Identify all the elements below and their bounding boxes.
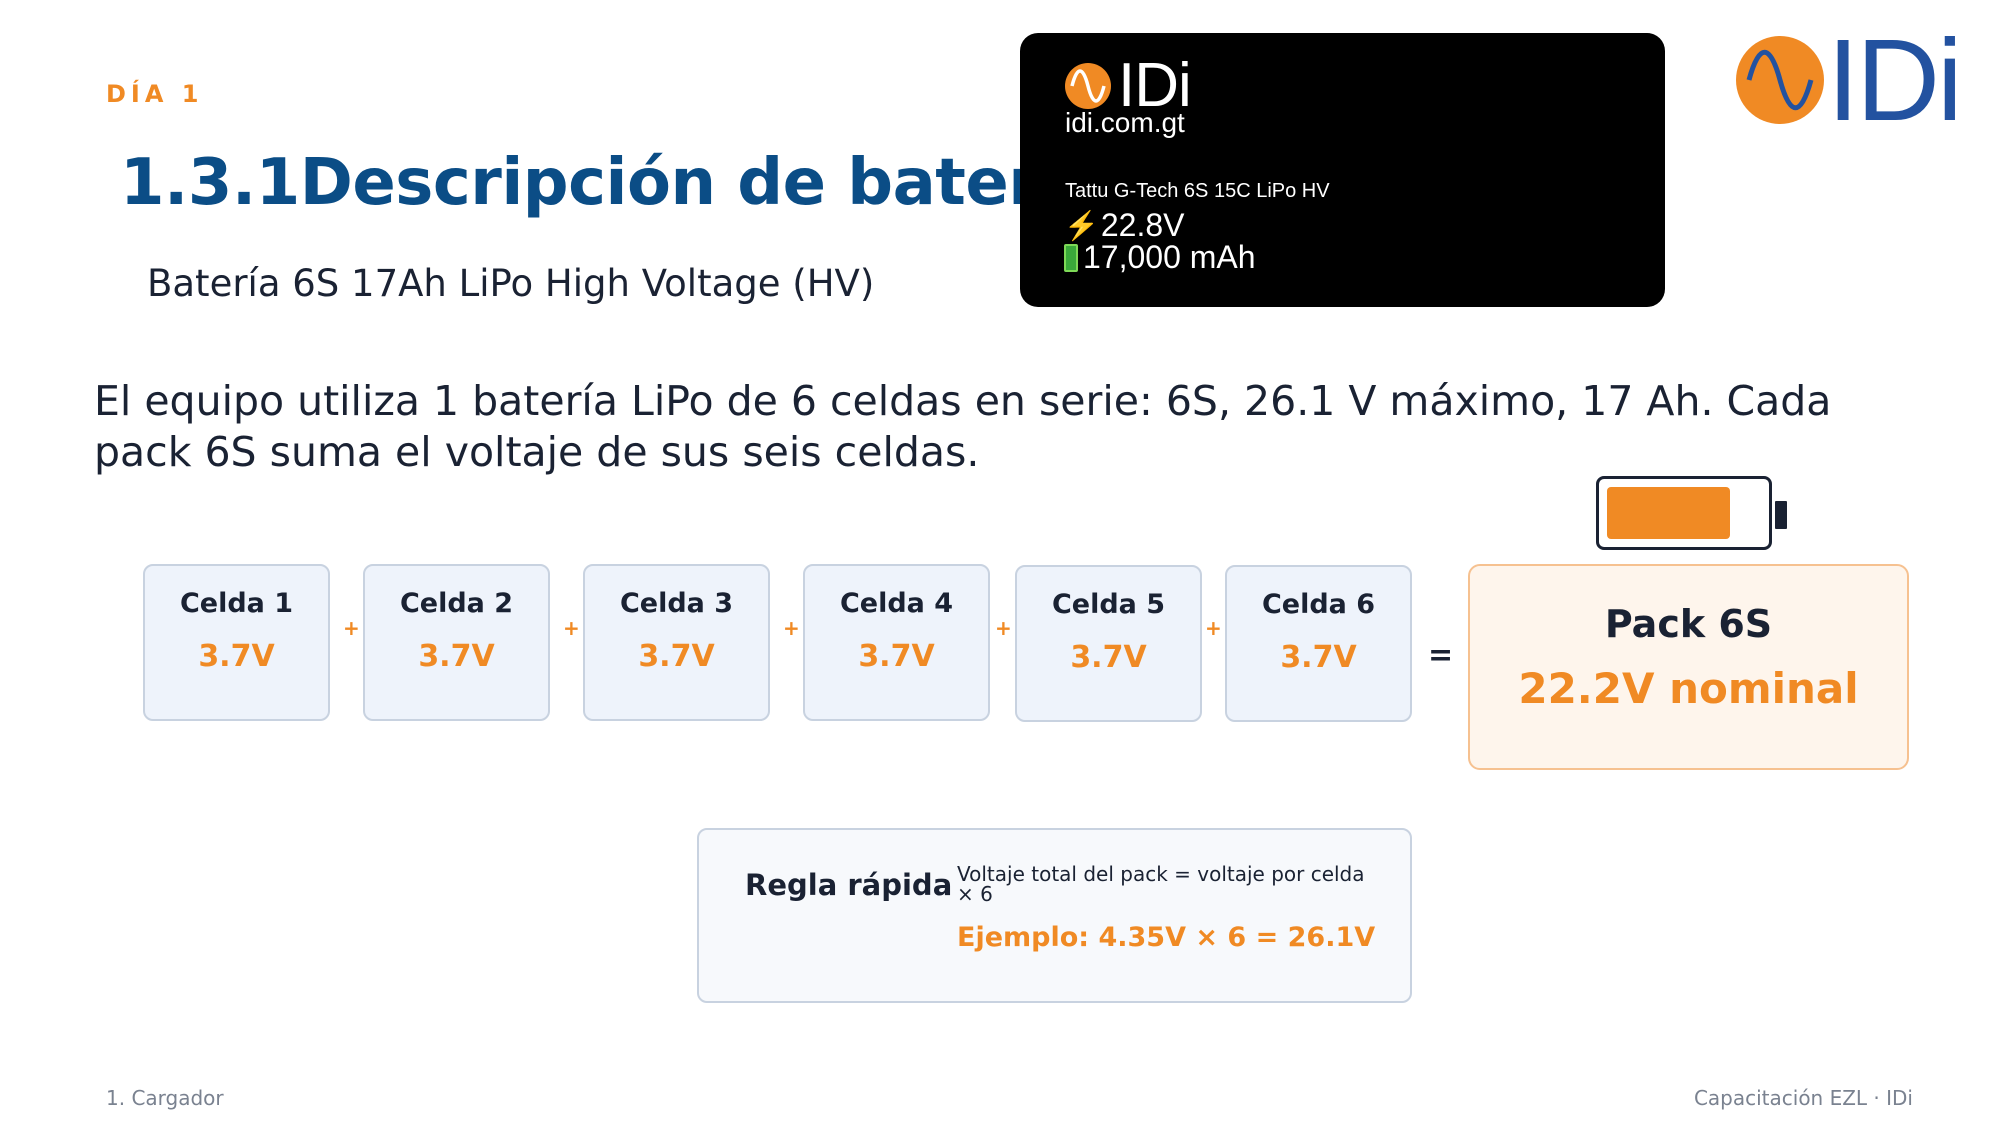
plus-sign: + [343,616,360,640]
cell-card: Celda 1 3.7V [143,564,330,721]
cell-card: Celda 4 3.7V [803,564,990,721]
cell-voltage: 3.7V [638,639,715,674]
label-capacity-row: 17,000 mAh [1064,239,1256,276]
label-voltage: 22.8V [1100,207,1185,243]
cell-card: Celda 5 3.7V [1015,565,1202,722]
idi-logo-icon [1065,63,1111,109]
page-title: 1.3.1Descripción de batería [120,146,1104,220]
label-website: idi.com.gt [1065,107,1185,138]
cell-name: Celda 2 [399,588,514,619]
cell-card: Celda 2 3.7V [363,564,550,721]
battery-indicator-icon [1596,476,1787,550]
intro-text: El equipo utiliza 1 batería LiPo de 6 ce… [94,377,1832,476]
cell-name: Celda 4 [839,588,954,619]
battery-fill [1607,487,1730,539]
cell-name: Celda 1 [179,588,294,619]
equals-sign: = [1428,638,1454,673]
cell-voltage: 3.7V [1280,640,1357,675]
lightning-icon: ⚡ [1064,210,1099,241]
footer-credit: Capacitación EZL · IDi [1693,1086,1913,1110]
pack-name: Pack 6S [1604,602,1773,646]
cell-voltage: 3.7V [1070,640,1147,675]
rule-formula: Voltaje total del pack = voltaje por cel… [957,862,1365,906]
plus-sign: + [563,616,580,640]
label-logo-wordmark: IDi [1118,51,1192,120]
cell-name: Celda 6 [1261,589,1376,620]
label-logo: IDi [1064,51,1192,120]
plus-sign: + [1205,616,1222,640]
cell-voltage: 3.7V [418,639,495,674]
cell-name: Celda 5 [1051,589,1166,620]
plus-sign: + [995,616,1012,640]
idi-logo: IDi [1735,15,1963,145]
label-capacity: 17,000 mAh [1083,239,1256,275]
cell-voltage: 3.7V [858,639,935,674]
cell-name: Celda 3 [619,588,734,619]
label-model: Tattu G-Tech 6S 15C LiPo HV [1065,180,1330,202]
plus-sign: + [783,616,800,640]
cell-card: Celda 6 3.7V [1225,565,1412,722]
quick-rule-box: Regla rápida Voltaje total del pack = vo… [697,828,1412,1003]
cell-voltage: 3.7V [198,639,275,674]
battery-product-label: IDi idi.com.gt Tattu G-Tech 6S 15C LiPo … [1020,33,1665,307]
idi-logo-wordmark: IDi [1827,15,1963,145]
rule-example: Ejemplo: 4.35V × 6 = 26.1V [957,922,1376,953]
cell-card: Celda 3 3.7V [583,564,770,721]
day-label: DÍA 1 [106,80,204,108]
page-subtitle: Batería 6S 17Ah LiPo High Voltage (HV) [147,262,875,305]
rule-title: Regla rápida [745,868,953,902]
pack-voltage: 22.2V nominal [1518,664,1859,713]
pack-card: Pack 6S 22.2V nominal [1468,564,1909,770]
footer-section: 1. Cargador [106,1086,224,1110]
battery-icon [1064,243,1078,272]
idi-logo-icon [1736,36,1824,124]
label-voltage-row: ⚡ 22.8V [1064,207,1185,244]
battery-tip [1775,501,1787,529]
